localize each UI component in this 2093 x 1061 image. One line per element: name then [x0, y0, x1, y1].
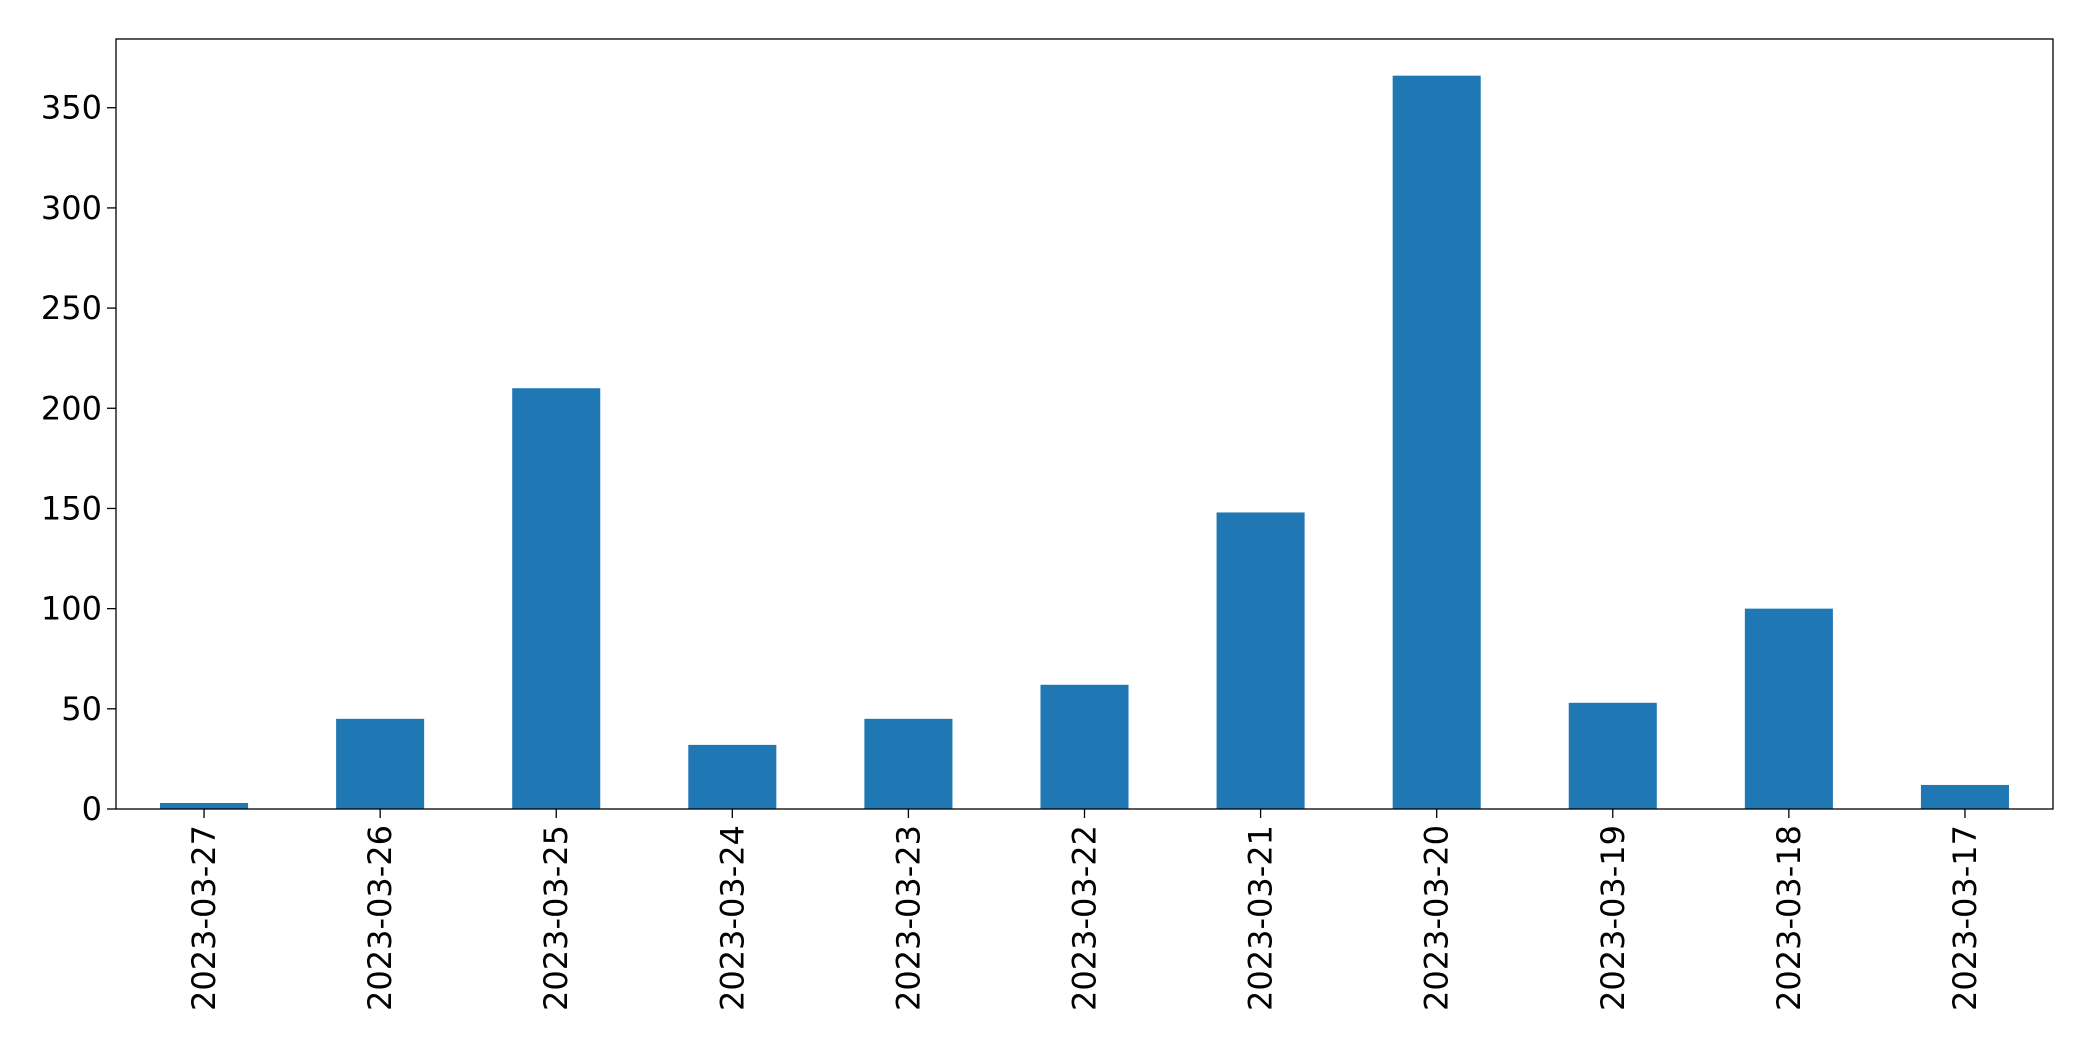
bar — [1216, 512, 1305, 809]
x-tick-label: 2023-03-22 — [1066, 825, 1104, 1011]
y-tick-label: 250 — [41, 289, 102, 327]
x-tick-label: 2023-03-21 — [1242, 825, 1280, 1011]
x-tick-label: 2023-03-17 — [1946, 825, 1984, 1011]
bar — [1568, 702, 1657, 809]
bar — [160, 802, 249, 809]
y-tick-label: 0 — [82, 790, 102, 828]
bar — [1392, 75, 1481, 809]
bar — [336, 718, 425, 809]
x-tick-label: 2023-03-19 — [1594, 825, 1632, 1011]
bar — [864, 718, 953, 809]
bar — [688, 744, 777, 809]
x-tick-label: 2023-03-23 — [889, 825, 927, 1011]
y-tick-label: 200 — [41, 389, 102, 427]
y-tick-label: 150 — [41, 489, 102, 527]
bar — [1744, 608, 1833, 809]
y-tick-label: 300 — [41, 189, 102, 227]
x-tick-label: 2023-03-26 — [361, 825, 399, 1011]
x-tick-label: 2023-03-25 — [537, 825, 575, 1011]
x-tick-label: 2023-03-24 — [713, 825, 751, 1011]
bar — [1040, 684, 1129, 809]
y-tick-label: 50 — [61, 690, 102, 728]
x-tick-label: 2023-03-20 — [1418, 825, 1456, 1011]
x-tick-label: 2023-03-18 — [1770, 825, 1808, 1011]
plot-frame — [115, 38, 2054, 810]
y-tick-label: 100 — [41, 590, 102, 628]
y-tick-label: 350 — [41, 89, 102, 127]
x-tick-label: 2023-03-27 — [185, 825, 223, 1011]
bar — [512, 388, 601, 809]
bar — [1920, 784, 2009, 809]
